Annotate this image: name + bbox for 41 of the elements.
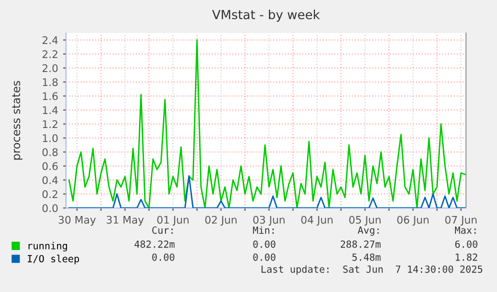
text: 5.48m <box>352 253 381 261</box>
y-tick-label: 1.6 <box>42 92 58 100</box>
x-tick-label: 05 Jun <box>349 216 381 226</box>
text: Last update: Sat Jun 7 14:30:00 2025 <box>262 265 482 275</box>
text: 288.27m <box>340 240 381 248</box>
y-axis-title: process states <box>12 80 22 160</box>
text: 482.22m <box>134 240 175 248</box>
chart-title: VMstat - by week <box>212 10 320 22</box>
y-tick-label: 0.4 <box>42 176 58 184</box>
x-tick-label: 03 Jun <box>253 216 285 226</box>
x-tick-label: 07 Jun <box>445 216 477 226</box>
x-tick-label: 04 Jun <box>301 216 333 226</box>
text: 1.82 <box>456 253 478 261</box>
text: 0.00 <box>253 240 276 248</box>
legend-label: running <box>28 242 67 252</box>
legend-label: I/O sleep <box>28 254 79 264</box>
text: Max: <box>454 226 476 234</box>
y-tick-label: 1.4 <box>42 106 58 114</box>
text: Avg: <box>358 226 379 236</box>
x-tick-label: 30 May <box>58 216 96 226</box>
y-tick-label: 2.2 <box>42 50 58 58</box>
y-tick-label: 0.8 <box>42 148 58 156</box>
line-series <box>68 175 466 208</box>
text: Cur: <box>152 226 173 234</box>
y-tick-label: 2.0 <box>42 64 58 72</box>
x-tick-label: 02 Jun <box>205 216 237 226</box>
text: 0.00 <box>152 253 174 261</box>
x-tick-label: 31 May <box>106 216 144 226</box>
x-tick-label: 01 Jun <box>157 216 189 226</box>
text: 0.00 <box>253 253 276 261</box>
text: Min: <box>252 226 274 234</box>
x-tick-label: 06 Jun <box>397 216 429 226</box>
y-tick-label: 1.8 <box>42 78 58 86</box>
line-series <box>68 39 466 208</box>
y-tick-label: 2.4 <box>42 36 58 44</box>
y-tick-label: 1.2 <box>42 120 58 128</box>
y-tick-label: 0.2 <box>42 190 58 198</box>
y-tick-label: 1.0 <box>42 134 58 142</box>
y-tick-label: 0.0 <box>42 204 58 212</box>
text: 6.00 <box>455 240 478 248</box>
y-tick-label: 0.6 <box>42 162 58 170</box>
